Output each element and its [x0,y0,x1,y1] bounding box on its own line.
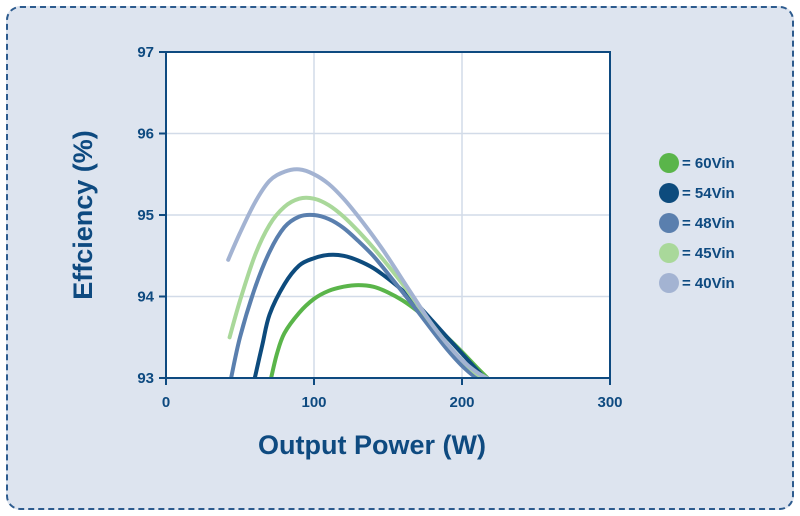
y-tick-label: 94 [137,289,154,306]
legend-label-40vin: = 40Vin [682,275,735,292]
legend-swatch-48vin [659,213,679,233]
legend-swatch-60vin [659,153,679,173]
legend-swatch-54vin [659,183,679,203]
series-line-54vin [252,252,488,378]
gridlines [166,52,610,378]
x-tick-label: 100 [301,394,326,411]
x-tick-label: 300 [597,394,622,411]
legend: = 60Vin = 54Vin = 48Vin = 45Vin = 40Vin [659,153,735,293]
legend-swatch-40vin [659,273,679,293]
legend-label-60vin: = 60Vin [682,155,735,172]
y-tick-label: 95 [137,207,154,224]
x-tick-label: 200 [449,394,474,411]
x-axis-ticks: 0 100 200 300 [162,378,623,411]
series-line-48vin [229,212,483,378]
y-axis-title: Effciency (%) [68,130,98,300]
y-tick-label: 93 [137,370,154,387]
y-tick-label: 97 [137,44,154,61]
y-axis-ticks: 93 94 95 96 97 [137,44,166,387]
x-axis-title: Output Power (W) [258,430,486,460]
legend-swatch-45vin [659,243,679,263]
legend-label-54vin: = 54Vin [682,185,735,202]
series-lines [226,167,492,378]
legend-label-45vin: = 45Vin [682,245,735,262]
series-line-40vin [226,167,492,378]
x-tick-label: 0 [162,394,170,411]
y-tick-label: 96 [137,126,154,143]
legend-label-48vin: = 48Vin [682,215,735,232]
